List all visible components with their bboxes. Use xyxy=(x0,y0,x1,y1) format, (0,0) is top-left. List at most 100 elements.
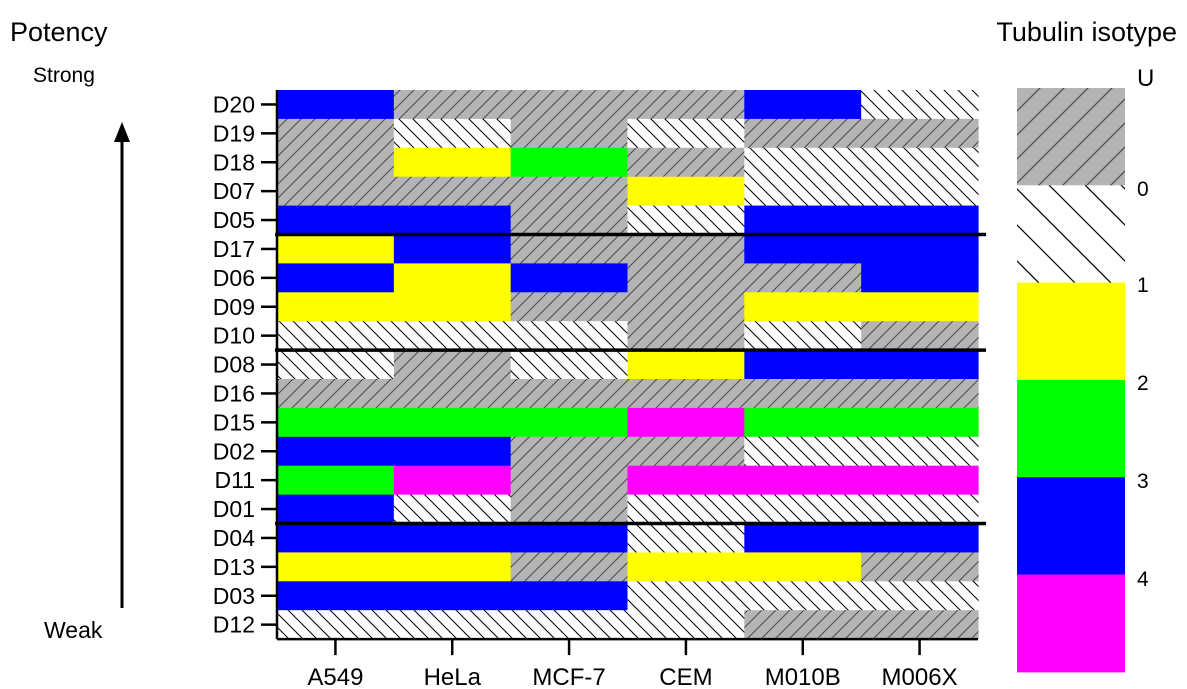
cell-D02-CEM xyxy=(627,436,745,467)
cell-D16-A549 xyxy=(277,379,395,409)
legend-swatch-4 xyxy=(1017,574,1125,673)
cell-D19-M006X xyxy=(861,118,979,149)
cell-D08-M010B xyxy=(744,350,862,380)
cell-D11-A549 xyxy=(277,465,395,496)
legend-title: Tubulin isotype xyxy=(996,17,1177,47)
cell-D11-M006X xyxy=(861,465,979,496)
cell-D20-HeLa xyxy=(393,90,512,120)
cell-D20-A549 xyxy=(277,90,395,120)
cell-D19-CEM xyxy=(627,118,745,149)
cell-D03-A549 xyxy=(277,581,395,611)
cell-D10-HeLa xyxy=(393,321,512,351)
cell-D17-A549 xyxy=(277,234,395,264)
legend-label-2: 2 xyxy=(1137,372,1149,395)
cell-D03-M010B xyxy=(744,581,862,611)
cell-D04-M006X xyxy=(861,523,979,553)
cell-D02-MCF-7 xyxy=(510,436,629,467)
row-label-D18: D18 xyxy=(213,149,255,175)
row-label-D03: D03 xyxy=(213,583,255,609)
legend-swatch-0 xyxy=(1017,185,1125,284)
cell-D15-M006X xyxy=(861,407,979,438)
cell-D13-A549 xyxy=(277,552,395,582)
col-label-MCF-7: MCF-7 xyxy=(532,664,605,689)
cell-D19-HeLa xyxy=(393,118,512,149)
cell-D02-HeLa xyxy=(393,436,512,467)
cell-D01-M010B xyxy=(744,494,862,525)
cell-D15-HeLa xyxy=(393,407,512,438)
potency-arrow xyxy=(114,122,130,608)
cell-D17-M010B xyxy=(744,234,862,264)
row-label-D19: D19 xyxy=(213,120,255,146)
cell-D18-M006X xyxy=(861,147,979,178)
legend: U 0 1 2 3 4 xyxy=(1017,65,1154,673)
row-label-D20: D20 xyxy=(213,91,255,117)
cell-D12-HeLa xyxy=(393,610,512,640)
cell-D16-M006X xyxy=(861,379,979,409)
cell-D06-HeLa xyxy=(393,263,512,293)
cell-D18-MCF-7 xyxy=(510,147,629,178)
cell-D05-MCF-7 xyxy=(510,205,629,236)
cell-D07-MCF-7 xyxy=(510,176,629,207)
cell-D13-MCF-7 xyxy=(510,552,629,582)
col-label-CEM: CEM xyxy=(659,664,712,689)
cell-D15-M010B xyxy=(744,407,862,438)
cell-D11-M010B xyxy=(744,465,862,496)
cell-D18-HeLa xyxy=(393,147,512,178)
cell-D10-M010B xyxy=(744,321,862,351)
legend-label-U: U xyxy=(1137,65,1154,92)
legend-label-3: 3 xyxy=(1137,470,1149,493)
cell-D03-MCF-7 xyxy=(510,581,629,611)
potency-weak-label: Weak xyxy=(44,617,103,643)
cell-D19-M010B xyxy=(744,118,862,149)
cell-D16-HeLa xyxy=(393,379,512,409)
cell-D09-MCF-7 xyxy=(510,292,629,322)
row-label-D02: D02 xyxy=(213,438,255,464)
potency-strong-label: Strong xyxy=(33,64,95,87)
legend-swatch-U xyxy=(1017,88,1125,186)
legend-swatch-1 xyxy=(1017,282,1125,381)
cell-D18-M010B xyxy=(744,147,862,178)
cell-D09-M006X xyxy=(861,292,979,322)
legend-swatch-2 xyxy=(1017,379,1125,478)
cell-D09-CEM xyxy=(627,292,745,322)
col-label-M006X: M006X xyxy=(882,664,958,689)
cell-D12-A549 xyxy=(277,610,395,640)
cell-D05-CEM xyxy=(627,205,745,236)
cell-D17-M006X xyxy=(861,234,979,264)
cell-D01-HeLa xyxy=(393,494,512,525)
cell-D10-M006X xyxy=(861,321,979,351)
cell-D17-HeLa xyxy=(393,234,512,264)
cell-D05-HeLa xyxy=(393,205,512,236)
row-label-D08: D08 xyxy=(213,352,255,378)
cell-D10-MCF-7 xyxy=(510,321,629,351)
cell-D13-M010B xyxy=(744,552,862,582)
cell-D08-M006X xyxy=(861,350,979,380)
row-label-D15: D15 xyxy=(213,409,255,435)
column-labels: A549 HeLa MCF-7 CEM M010B M006X xyxy=(307,639,958,689)
cell-D10-A549 xyxy=(277,321,395,351)
cell-D06-A549 xyxy=(277,263,395,293)
cell-D04-MCF-7 xyxy=(510,523,629,553)
legend-label-4: 4 xyxy=(1137,568,1149,591)
cell-D03-HeLa xyxy=(393,581,512,611)
cell-D06-CEM xyxy=(627,263,745,293)
cell-D19-MCF-7 xyxy=(510,118,629,149)
cell-D13-CEM xyxy=(627,552,745,582)
cell-D05-M006X xyxy=(861,205,979,236)
row-label-D17: D17 xyxy=(213,236,255,262)
cell-D05-M010B xyxy=(744,205,862,236)
legend-swatch-3 xyxy=(1017,477,1125,576)
col-label-M010B: M010B xyxy=(765,664,841,689)
cell-D07-M010B xyxy=(744,176,862,207)
heatmap-cells xyxy=(275,90,979,641)
cell-D11-HeLa xyxy=(393,465,512,496)
row-label-D09: D09 xyxy=(213,294,255,320)
cell-D02-M010B xyxy=(744,436,862,467)
cell-D12-M010B xyxy=(744,610,862,640)
cell-D03-M006X xyxy=(861,581,979,611)
cell-D18-CEM xyxy=(627,147,745,178)
row-label-D10: D10 xyxy=(213,323,255,349)
legend-label-1: 1 xyxy=(1137,274,1149,297)
cell-D01-M006X xyxy=(861,494,979,525)
